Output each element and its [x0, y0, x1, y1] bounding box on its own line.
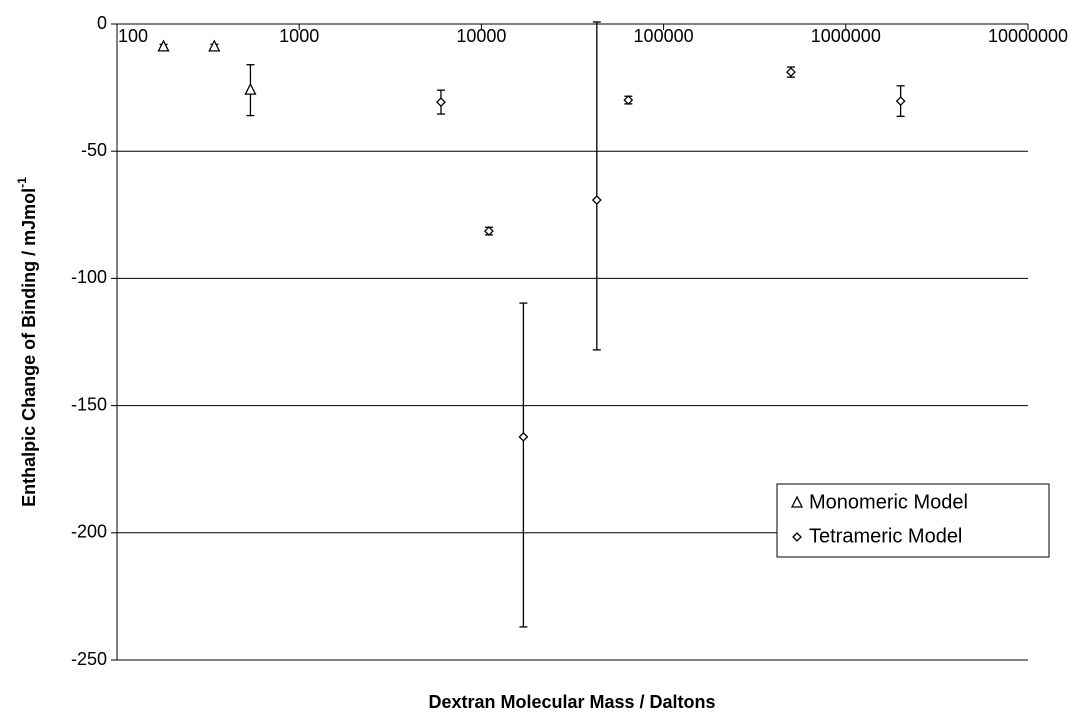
marker — [591, 195, 602, 205]
y-tick-label: -100 — [71, 267, 107, 287]
error-bar — [519, 302, 528, 628]
y-axis-title-sup: -1 — [15, 177, 29, 188]
x-tick-label: 100 — [118, 26, 148, 46]
y-tick-label: 0 — [97, 13, 107, 33]
y-tick-label: -50 — [81, 140, 107, 160]
x-tick-label: 10000 — [456, 26, 506, 46]
marker — [484, 226, 494, 237]
y-axis-title-text: Enthalpic Change of Binding / mJmol — [19, 188, 39, 507]
y-axis-title: Enthalpic Change of Binding / mJmol-1 — [15, 177, 39, 507]
marker — [157, 39, 170, 52]
x-axis-title: Dextran Molecular Mass / Daltons — [428, 692, 715, 712]
marker — [244, 82, 257, 95]
x-tick-label: 100000 — [634, 26, 694, 46]
marker — [436, 97, 446, 108]
legend-marker — [790, 495, 804, 508]
legend-marker — [792, 532, 802, 542]
x-tick-label: 1000000 — [811, 26, 881, 46]
legend: Monomeric Model Tetrameric Model — [776, 483, 1050, 558]
legend-label: Monomeric Model — [809, 491, 968, 513]
error-bar — [592, 21, 601, 351]
legend-label: Tetrameric Model — [809, 525, 962, 547]
marker — [623, 95, 634, 105]
y-tick-label: -200 — [71, 522, 107, 542]
y-tick-label: -250 — [71, 649, 107, 669]
marker — [208, 39, 221, 52]
marker — [786, 67, 796, 78]
legend-box — [776, 483, 1050, 558]
marker — [518, 431, 529, 442]
x-tick-label: 1000 — [279, 26, 319, 46]
y-tick-label: -150 — [71, 394, 107, 414]
x-tick-label: 10000000 — [988, 26, 1068, 46]
marker — [895, 96, 906, 107]
